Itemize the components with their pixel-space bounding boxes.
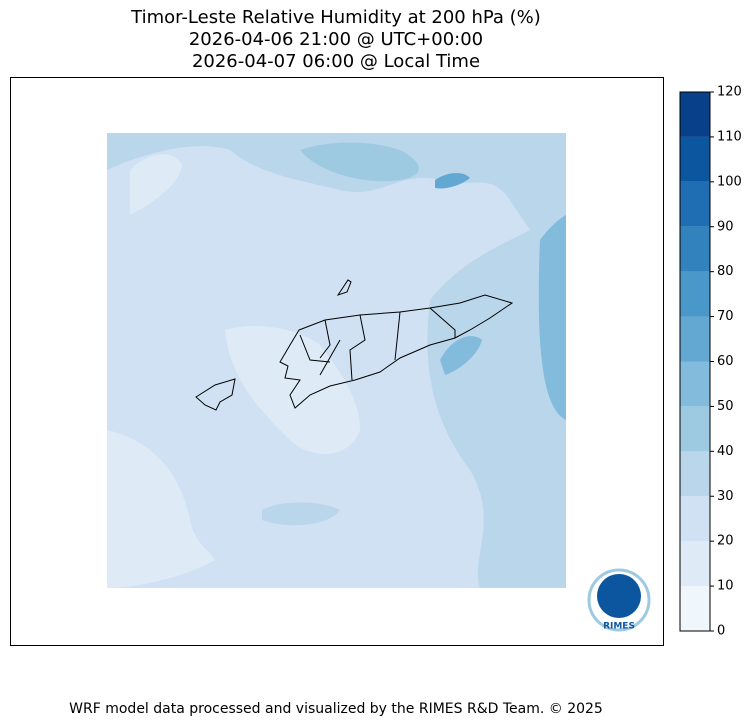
humidity-area xyxy=(440,336,482,375)
colorbar-tick-label: 10 xyxy=(717,579,734,594)
colorbar-segment xyxy=(680,541,710,587)
boundaries xyxy=(195,279,514,411)
colorbar-segment xyxy=(680,181,710,227)
title-line: 2026-04-06 21:00 @ UTC+00:00 xyxy=(189,29,483,50)
colorbar-tick-label: 20 xyxy=(717,534,734,549)
humidity-area xyxy=(262,502,340,526)
colorbar-segment xyxy=(680,496,710,542)
colorbar-segment xyxy=(680,92,710,137)
logo: RIMES xyxy=(587,568,651,632)
colorbar-segment xyxy=(680,136,710,182)
colorbar-tick-label: 90 xyxy=(717,219,734,234)
colorbar: 0 10 20 30 40 50 60 70 80 90 100 110 120 xyxy=(679,85,742,639)
humidity-area xyxy=(130,154,182,215)
humidity-area xyxy=(300,142,419,182)
colorbar-segment xyxy=(680,226,710,272)
colorbar-tick-label: 110 xyxy=(717,129,742,144)
colorbar-segment xyxy=(680,406,710,452)
humidity-area xyxy=(107,133,566,260)
map: RIMES xyxy=(10,77,664,646)
title-line: 2026-04-07 06:00 @ Local Time xyxy=(192,51,480,72)
humidity-area xyxy=(107,430,215,588)
colorbar-tick-label: 40 xyxy=(717,444,734,459)
colorbar-segment xyxy=(680,586,710,631)
colorbar-tick-label: 100 xyxy=(717,174,742,189)
colorbar-segment xyxy=(680,271,710,317)
title-line: Timor-Leste Relative Humidity at 200 hPa… xyxy=(130,7,541,28)
colorbar-tick-label: 60 xyxy=(717,354,734,369)
humidity-area xyxy=(435,173,470,189)
colorbar-tick-label: 30 xyxy=(717,489,734,504)
colorbar-tick-label: 0 xyxy=(717,624,725,639)
logo-text: RIMES xyxy=(603,622,635,632)
colorbar-segment xyxy=(680,451,710,497)
colorbar-tick-label: 80 xyxy=(717,264,734,279)
colorbar-segment xyxy=(680,316,710,362)
humidity-area xyxy=(538,215,566,420)
colorbar-tick-label: 120 xyxy=(717,85,742,100)
footer: WRF model data processed and visualized … xyxy=(69,701,603,717)
colorbar-segment xyxy=(680,361,710,407)
humidity-area xyxy=(225,325,360,454)
logo-globe xyxy=(597,574,641,618)
colorbar-tick-label: 70 xyxy=(717,309,734,324)
humidity-area xyxy=(427,210,566,588)
colorbar-tick-label: 50 xyxy=(717,399,734,414)
